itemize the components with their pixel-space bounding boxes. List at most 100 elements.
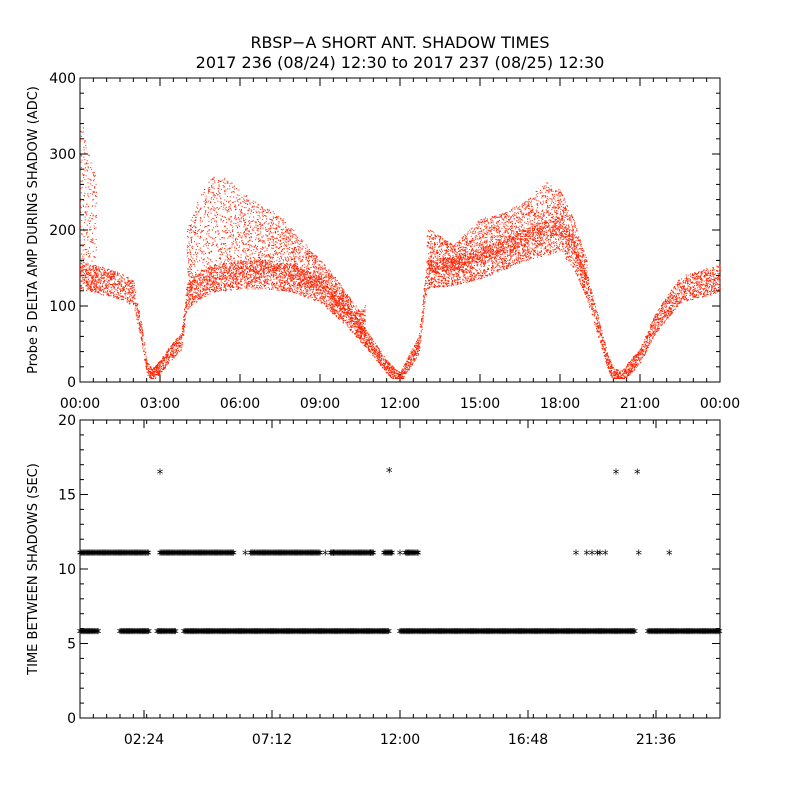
amp-point [328, 297, 330, 299]
amp-point [497, 269, 498, 271]
amp-point [359, 329, 361, 330]
amp-point [429, 264, 431, 266]
amp-point [674, 292, 676, 294]
amp-point [103, 273, 105, 275]
amp-point [253, 271, 255, 273]
amp-point [328, 305, 330, 307]
amp-point [208, 270, 209, 272]
amp-point [142, 344, 143, 346]
amp-point [600, 327, 602, 329]
amp-point [322, 298, 324, 300]
amp-point [646, 338, 648, 340]
amp-point [372, 354, 374, 356]
amp-point [681, 296, 683, 298]
amp-point [370, 346, 372, 348]
amp-point [368, 338, 370, 340]
amp-point [136, 308, 138, 310]
amp-point [260, 279, 262, 281]
amp-point [499, 256, 500, 258]
amp-point [268, 272, 270, 274]
amp-point [113, 276, 115, 278]
amp-point [283, 290, 285, 291]
amp-point [610, 361, 612, 363]
amp-point [439, 285, 441, 287]
amp-point [430, 269, 432, 271]
amp-point [298, 273, 300, 275]
amp-point [585, 295, 587, 297]
amp-point [570, 243, 572, 245]
amp-point [570, 264, 572, 266]
amp-point [101, 269, 103, 271]
amp-point [483, 276, 485, 278]
amp-point [107, 268, 109, 270]
amp-point [300, 294, 302, 296]
amp-point [91, 289, 93, 290]
amp-point [554, 233, 556, 235]
amp-point [559, 249, 561, 251]
amp-point [334, 310, 336, 312]
amp-point [126, 283, 128, 285]
amp-point [108, 268, 110, 270]
amp-point [455, 274, 457, 276]
amp-x-tick-label: 00:00 [700, 396, 740, 412]
amp-point [401, 372, 403, 374]
amp-point [197, 298, 199, 300]
amp-point [528, 228, 530, 229]
amp-point [123, 296, 125, 298]
amp-point [82, 288, 84, 290]
amp-point [265, 260, 267, 262]
amp-point [129, 302, 131, 304]
amp-point [506, 265, 507, 267]
amp-point [117, 271, 119, 273]
amp-point [223, 283, 224, 285]
amp-point [296, 269, 298, 271]
amp-point [129, 283, 131, 284]
amp-point [312, 284, 314, 285]
amp-point [194, 296, 195, 298]
amp-point [565, 246, 567, 248]
amp-point [272, 284, 274, 286]
amp-point [96, 269, 98, 271]
amp-point [698, 270, 700, 272]
amp-point [238, 270, 240, 272]
amp-point [680, 290, 682, 292]
amp-point [537, 242, 538, 244]
amp-point [638, 363, 640, 365]
amp-point [433, 261, 435, 263]
amp-point [265, 280, 267, 282]
amp-point [501, 269, 503, 271]
amp-point [276, 262, 278, 264]
amp-point [689, 288, 691, 290]
amp-point [248, 286, 250, 287]
amp-point [694, 288, 696, 290]
amp-point [505, 260, 506, 261]
amp-point [471, 279, 473, 281]
amp-point [489, 244, 491, 246]
amp-point [393, 371, 395, 373]
amp-point [449, 275, 451, 277]
amp-point [223, 278, 225, 280]
amp-point [88, 268, 90, 270]
amp-point [120, 292, 122, 294]
amp-point [709, 273, 711, 275]
amp-point [229, 285, 231, 287]
amp-point [694, 285, 696, 286]
amp-point [636, 363, 638, 365]
amp-point [190, 290, 192, 292]
amp-point [494, 243, 496, 245]
amp-point [133, 286, 135, 288]
amp-point [380, 354, 382, 356]
amp-point [568, 252, 570, 254]
amp-point [269, 277, 271, 279]
amp-point [476, 264, 478, 266]
amp-point [188, 300, 190, 302]
amp-point [97, 269, 99, 271]
amp-point [569, 232, 570, 233]
amp-point [319, 298, 321, 300]
amp-point [307, 274, 309, 276]
amp-point [195, 281, 197, 283]
amp-point [525, 235, 527, 237]
amp-point [332, 309, 334, 311]
amp-point [522, 249, 524, 250]
amp-point [120, 290, 122, 292]
